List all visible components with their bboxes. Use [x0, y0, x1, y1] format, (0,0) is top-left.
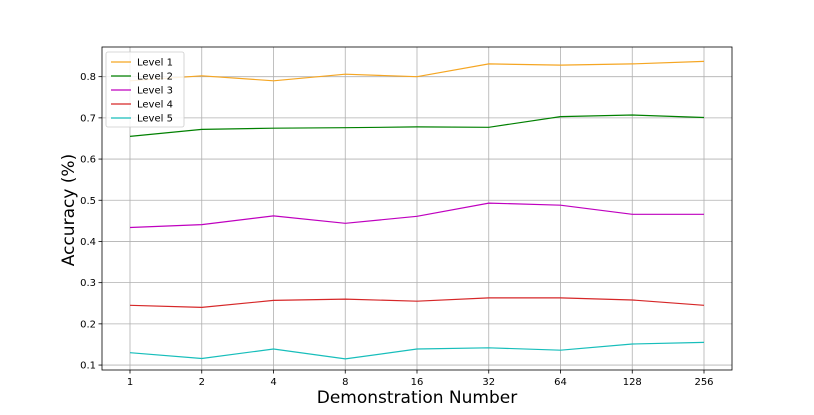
- legend-label: Level 2: [137, 72, 173, 83]
- legend: Level 1 Level 2 Level 3 Level 4 Level 5: [105, 51, 185, 128]
- x-tick-label: 2: [199, 377, 205, 388]
- y-axis-ticks: 0.1 0.2 0.3 0.4 0.5 0.6 0.7 0.8: [80, 72, 102, 372]
- y-tick-label: 0.6: [80, 155, 96, 166]
- x-tick-label: 128: [623, 377, 642, 388]
- legend-label: Level 5: [137, 114, 173, 125]
- y-tick-label: 0.7: [80, 113, 96, 124]
- legend-label: Level 4: [137, 100, 173, 111]
- series-lines: [129, 60, 705, 360]
- y-tick-label: 0.1: [80, 361, 96, 372]
- x-tick-label: 16: [411, 377, 424, 388]
- series-line-level-3: [129, 202, 704, 229]
- series-line-level-4: [129, 297, 705, 309]
- legend-box: [105, 51, 185, 128]
- series-line-level-5: [129, 341, 705, 360]
- x-tick-label: 64: [554, 377, 567, 388]
- x-tick-label: 32: [482, 377, 495, 388]
- grid-lines: [102, 47, 732, 370]
- y-tick-label: 0.8: [80, 72, 96, 83]
- y-axis-title: Accuracy (%): [59, 154, 79, 266]
- x-tick-label: 1: [127, 377, 133, 388]
- y-tick-label: 0.4: [80, 237, 96, 248]
- y-tick-label: 0.2: [80, 319, 96, 330]
- series-line-level-1: [129, 60, 705, 82]
- x-tick-label: 4: [270, 377, 276, 388]
- series-line-level-2: [129, 114, 705, 137]
- x-axis-ticks: 1 2 4 8 16 32 64 128 256: [127, 370, 714, 388]
- y-tick-label: 0.3: [80, 278, 96, 289]
- x-tick-label: 8: [342, 377, 348, 388]
- legend-label: Level 1: [137, 58, 173, 69]
- x-tick-label: 256: [694, 377, 713, 388]
- y-tick-label: 0.5: [80, 196, 96, 207]
- x-axis-title: Demonstration Number: [317, 388, 517, 408]
- legend-label: Level 3: [137, 86, 173, 97]
